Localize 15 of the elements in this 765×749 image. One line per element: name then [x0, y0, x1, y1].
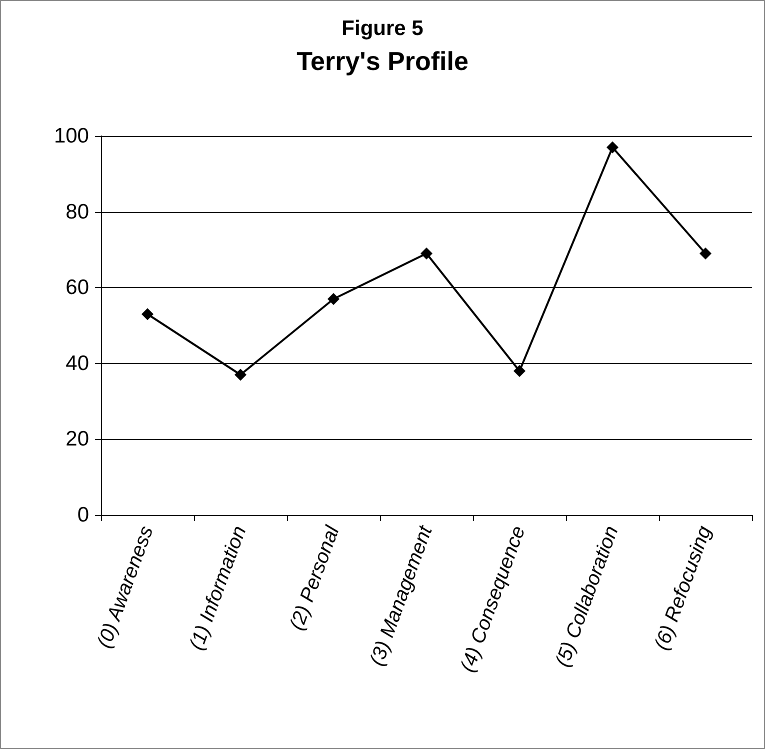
point	[420, 247, 432, 260]
point	[700, 247, 712, 260]
y-tick-label: 40	[66, 352, 89, 375]
chart-title: Figure 5	[342, 17, 424, 40]
y-tick-label: 60	[66, 276, 89, 300]
point	[234, 368, 246, 381]
y-tick-label: 0	[77, 504, 89, 526]
point	[606, 141, 618, 154]
y-tick-label: 20	[66, 428, 89, 451]
point	[514, 364, 526, 377]
chart-subtitle: Terry's Profile	[296, 46, 468, 76]
point	[142, 308, 154, 320]
y-tick-label: 80	[66, 200, 89, 224]
point	[328, 292, 340, 305]
y-tick-label: 100	[54, 124, 89, 148]
